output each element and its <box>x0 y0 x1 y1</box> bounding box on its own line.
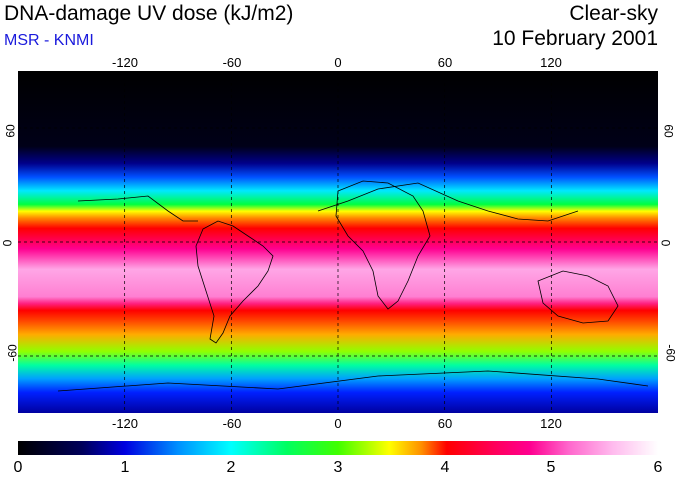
colorbar-label: 6 <box>653 459 663 476</box>
chart-title: DNA-damage UV dose (kJ/m2) <box>4 2 294 25</box>
uv-dose-map <box>18 71 658 413</box>
africa-outline <box>335 180 431 310</box>
lon-tick-top: -60 <box>222 55 242 70</box>
lon-tick-bottom: -120 <box>111 416 139 431</box>
lat-tick-right: 60 <box>661 124 676 138</box>
lon-tick-top: 0 <box>334 55 342 70</box>
graticule <box>18 71 658 413</box>
lat-tick-left: 0 <box>0 239 15 247</box>
date-label: 10 February 2001 <box>492 27 658 50</box>
colorbar-label: 1 <box>120 459 130 476</box>
colorbar <box>18 441 658 455</box>
source-label: MSR - KNMI <box>4 32 94 49</box>
lon-tick-bottom: -60 <box>222 416 242 431</box>
colorbar-label: 0 <box>13 459 23 476</box>
lon-tick-bottom: 0 <box>334 416 342 431</box>
lat-tick-left: 60 <box>3 124 18 138</box>
eurasia-coast <box>317 182 579 222</box>
colorbar-label: 4 <box>440 459 450 476</box>
lat-tick-right: -60 <box>663 344 678 362</box>
colorbar-label: 2 <box>226 459 236 476</box>
coastlines <box>57 180 649 392</box>
lon-tick-top: 60 <box>437 55 453 70</box>
antarctica-outline <box>57 370 649 392</box>
lat-tick-right: 0 <box>658 239 673 247</box>
colorbar-label: 3 <box>333 459 343 476</box>
lon-tick-top: -120 <box>111 55 139 70</box>
south-america-outline <box>195 220 274 344</box>
north-america-coast <box>77 195 198 222</box>
colorbar-label: 5 <box>546 459 556 476</box>
sky-condition-label: Clear-sky <box>569 2 658 25</box>
lon-tick-bottom: 120 <box>540 416 562 431</box>
australia-outline <box>537 270 619 324</box>
lon-tick-bottom: 60 <box>437 416 453 431</box>
lon-tick-top: 120 <box>540 55 562 70</box>
